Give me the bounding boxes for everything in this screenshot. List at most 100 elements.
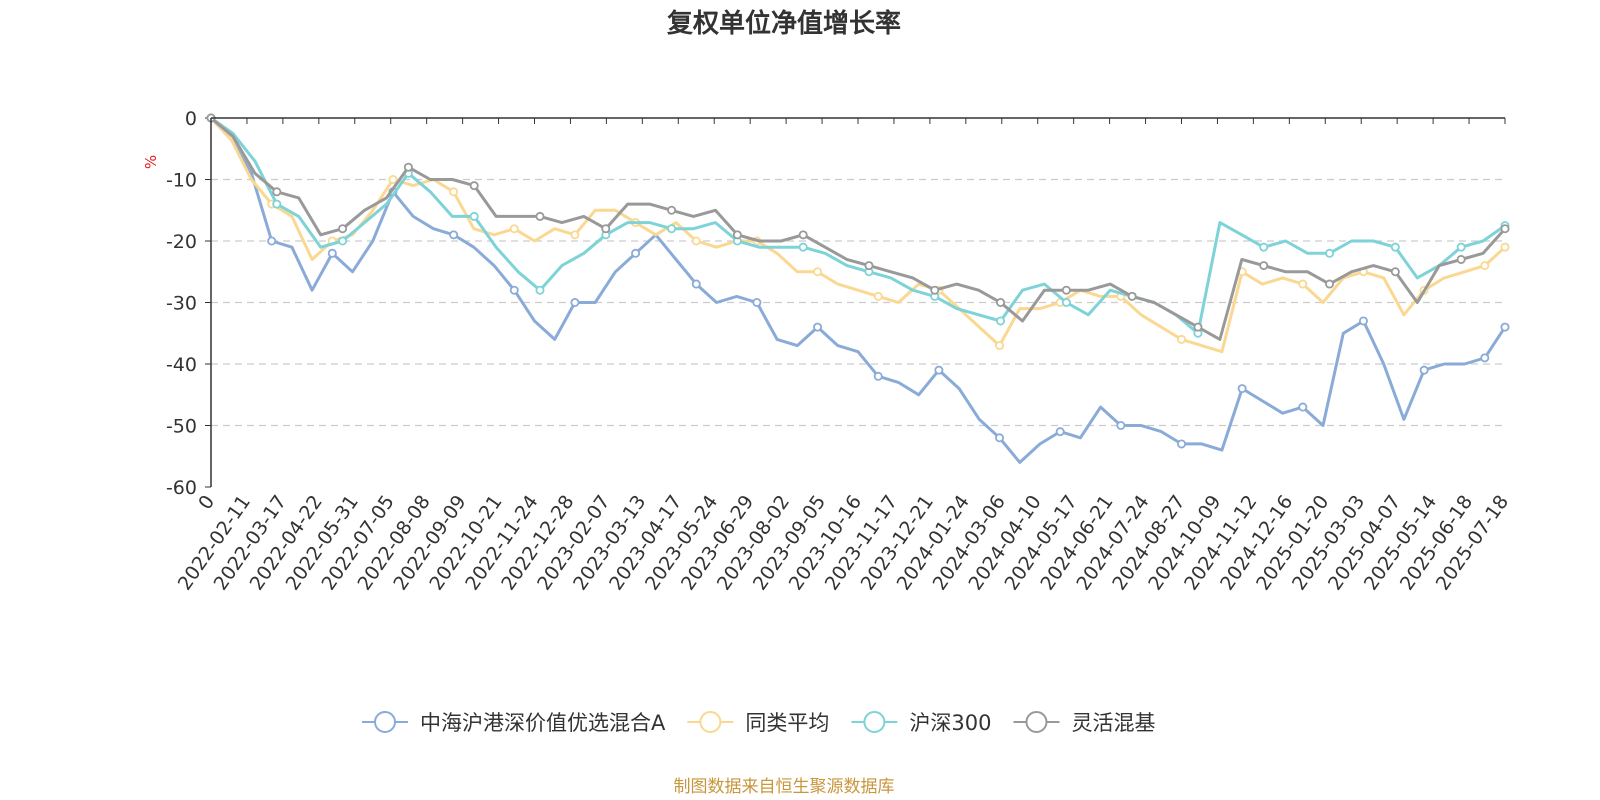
y-tick-label: -20 xyxy=(166,231,197,253)
data-point xyxy=(1193,322,1203,332)
series-0 xyxy=(206,113,1510,464)
data-point xyxy=(1500,224,1510,234)
data-point xyxy=(1500,242,1510,252)
series-line xyxy=(209,116,1507,354)
source-note: 制图数据来自恒生聚源数据库 xyxy=(674,777,895,797)
data-point xyxy=(1358,316,1368,326)
data-point xyxy=(995,341,1005,351)
data-point xyxy=(449,187,459,197)
legend-item-0[interactable]: 中海沪港深价值优选混合A xyxy=(362,711,666,735)
data-point xyxy=(873,371,883,381)
data-point xyxy=(996,316,1006,326)
legend-label: 灵活混基 xyxy=(1071,711,1155,735)
data-point xyxy=(509,285,519,295)
y-axis-unit-label: % xyxy=(142,155,160,169)
data-point xyxy=(570,297,580,307)
data-point xyxy=(535,285,545,295)
data-point xyxy=(272,187,282,197)
x-axis-ticks: 02022-02-112022-03-172022-04-222022-05-3… xyxy=(174,118,1513,594)
data-point xyxy=(535,211,545,221)
data-point xyxy=(1177,439,1187,449)
data-point xyxy=(1259,242,1269,252)
data-point xyxy=(691,279,701,289)
data-point xyxy=(1116,420,1126,430)
legend-item-2[interactable]: 沪深300 xyxy=(851,711,991,735)
legend-swatch-marker xyxy=(1025,711,1048,733)
data-point xyxy=(691,236,701,246)
data-point xyxy=(873,291,883,301)
data-point xyxy=(1480,261,1490,271)
data-point xyxy=(813,322,823,332)
legend-swatch-marker xyxy=(863,711,886,733)
data-point xyxy=(1127,291,1137,301)
data-point xyxy=(267,236,277,246)
data-point xyxy=(1298,402,1308,412)
data-point xyxy=(1419,365,1429,375)
y-tick-label: -40 xyxy=(166,354,197,376)
y-tick-label: -50 xyxy=(166,416,197,438)
data-point xyxy=(338,236,348,246)
legend-label: 中海沪港深价值优选混合A xyxy=(420,711,666,735)
data-point xyxy=(272,199,282,209)
data-point xyxy=(570,230,580,240)
data-point xyxy=(864,261,874,271)
data-point xyxy=(509,224,519,234)
y-tick-label: 0 xyxy=(185,108,197,130)
legend-label: 沪深300 xyxy=(909,711,991,735)
data-point xyxy=(752,297,762,307)
legend[interactable]: 中海沪港深价值优选混合A 同类平均 沪深300 灵活混基 xyxy=(362,711,1155,735)
series-line xyxy=(209,116,1507,464)
data-point xyxy=(469,181,479,191)
data-point xyxy=(1456,254,1466,264)
data-point xyxy=(327,248,337,258)
data-point xyxy=(1061,285,1071,295)
data-point xyxy=(813,267,823,277)
series-line xyxy=(210,116,1506,335)
data-point xyxy=(1325,248,1335,258)
data-point xyxy=(995,433,1005,443)
data-point xyxy=(667,224,677,234)
x-tick-label: 0 xyxy=(194,491,219,514)
series-3 xyxy=(206,113,1510,341)
data-point xyxy=(1177,334,1187,344)
data-point xyxy=(934,365,944,375)
data-point xyxy=(1061,297,1071,307)
data-point xyxy=(1237,384,1247,394)
data-point xyxy=(1390,242,1400,252)
data-point xyxy=(601,224,611,234)
y-tick-label: -10 xyxy=(166,170,197,192)
data-point xyxy=(449,230,459,240)
data-point xyxy=(930,285,940,295)
legend-swatch-marker xyxy=(374,711,396,733)
grid-lines xyxy=(211,178,1505,427)
axes xyxy=(210,117,1505,487)
data-point xyxy=(388,174,398,184)
data-point xyxy=(798,242,808,252)
chart-title: 复权单位净值增长率 xyxy=(667,8,901,39)
data-point xyxy=(798,230,808,240)
series-line xyxy=(210,116,1507,341)
data-point xyxy=(1055,427,1065,437)
data-point xyxy=(338,224,348,234)
series-lines xyxy=(206,113,1510,464)
legend-label: 同类平均 xyxy=(745,711,829,735)
data-point xyxy=(667,205,677,215)
data-point xyxy=(469,211,479,221)
data-point xyxy=(1456,242,1466,252)
data-point xyxy=(1325,279,1335,289)
data-point xyxy=(1480,353,1490,363)
legend-item-3[interactable]: 灵活混基 xyxy=(1013,711,1155,735)
data-point xyxy=(732,230,742,240)
series-2 xyxy=(206,113,1510,338)
data-point xyxy=(1390,267,1400,277)
data-point xyxy=(1259,261,1269,271)
data-point xyxy=(1500,322,1510,332)
legend-item-1[interactable]: 同类平均 xyxy=(687,711,829,735)
series-1 xyxy=(206,113,1510,354)
legend-swatch-marker xyxy=(699,711,722,733)
y-axis-ticks: 0 -10 -20 -30 -40 -50 -60 xyxy=(166,108,211,499)
data-point xyxy=(996,297,1006,307)
data-point xyxy=(1298,279,1308,289)
data-point xyxy=(403,162,413,172)
